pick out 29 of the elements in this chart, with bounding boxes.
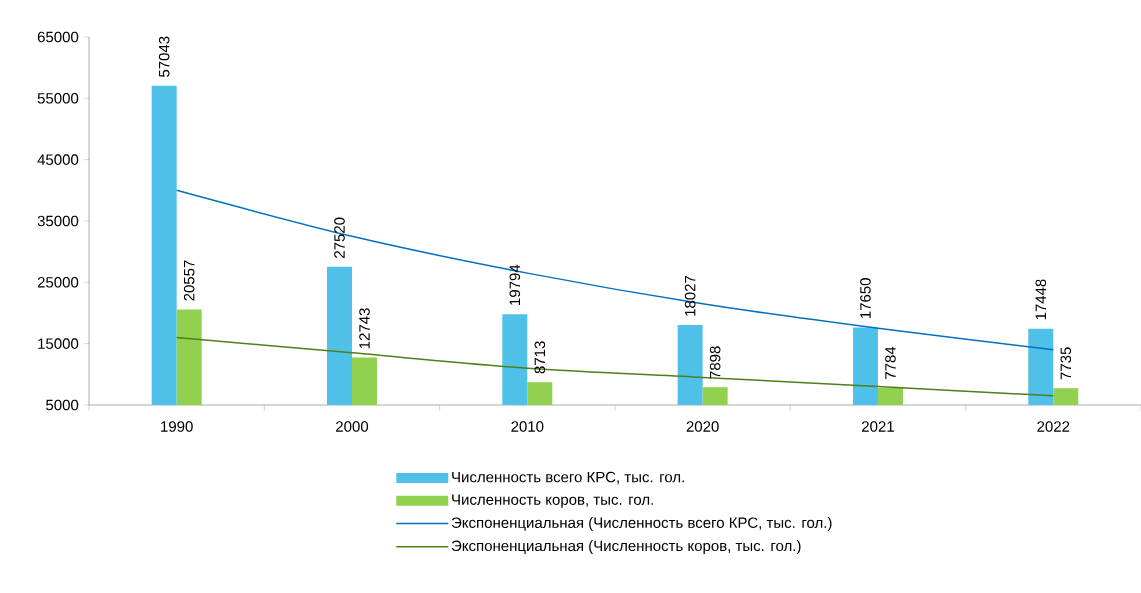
legend-label: Экспоненциальная (Численность коров, тыс. гол.) [451, 540, 801, 555]
data-label: 12743 [359, 308, 370, 349]
x-tick-label: 2021 [862, 421, 894, 432]
legend-label: Численность коров, тыс. гол. [452, 494, 653, 508]
data-label: 19794 [509, 264, 521, 305]
legend-label: Экспоненциальная (Численность всего КРС, тыс. гол.) [451, 516, 832, 531]
data-label: 7784 [885, 346, 896, 379]
y-tick-label: 15000 [38, 338, 79, 349]
x-tick-label: 1990 [161, 421, 193, 432]
y-tick-label: 35000 [37, 215, 79, 227]
data-label: 17448 [1035, 279, 1047, 320]
x-tick-label: 2020 [686, 421, 719, 432]
x-tick-label: 2022 [1037, 421, 1070, 432]
x-tick-label: 2000 [336, 421, 369, 432]
data-label: 7735 [1060, 347, 1072, 380]
data-label: 57043 [158, 36, 170, 77]
y-tick-label: 5000 [46, 399, 79, 411]
data-label: 17650 [860, 278, 871, 319]
data-label: 18027 [684, 275, 696, 316]
y-tick-label: 65000 [37, 31, 79, 43]
data-label: 20557 [183, 260, 195, 301]
x-tick-label: 2010 [511, 421, 544, 432]
data-label: 7898 [709, 346, 721, 379]
y-tick-label: 45000 [37, 154, 79, 165]
data-label: 27520 [334, 217, 345, 258]
y-tick-label: 25000 [37, 277, 79, 288]
data-label: 8713 [534, 341, 546, 374]
y-tick-label: 55000 [37, 93, 79, 104]
legend-label: Численность всего КРС, тыс. гол. [452, 471, 684, 485]
